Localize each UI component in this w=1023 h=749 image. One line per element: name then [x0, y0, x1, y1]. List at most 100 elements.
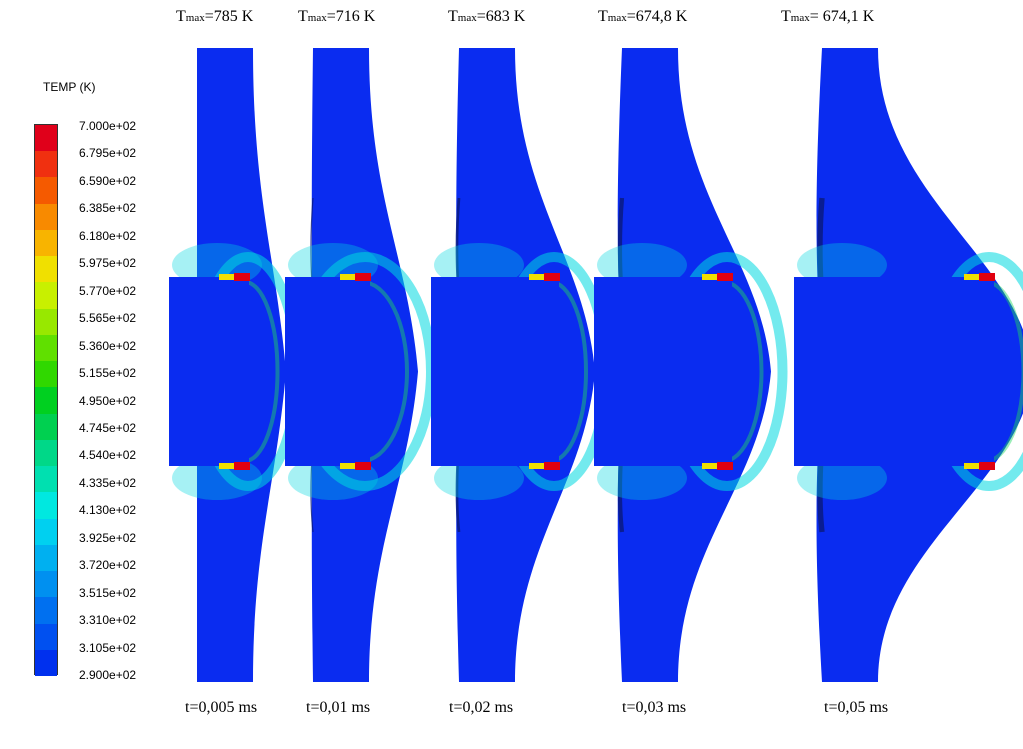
heat-zone: [434, 456, 524, 500]
simulation-panel: [169, 48, 302, 682]
legend-label: 4.130e+02: [79, 503, 137, 518]
tmax-label: Tmax=716 K: [298, 8, 375, 26]
legend-swatch: [35, 282, 57, 310]
legend-swatch: [35, 229, 57, 257]
hot-corner: [544, 273, 560, 281]
legend-label: 5.565e+02: [79, 311, 137, 326]
legend-swatch: [35, 256, 57, 283]
color-legend: [34, 124, 58, 677]
legend-label: 5.975e+02: [79, 256, 137, 271]
legend-label: 6.590e+02: [79, 173, 137, 188]
heat-zone: [597, 456, 687, 500]
hot-corner: [234, 273, 250, 281]
tmax-subscript: max: [457, 12, 477, 24]
legend-title: TEMP (K): [43, 80, 96, 94]
legend-swatch: [35, 571, 57, 598]
legend-swatch: [35, 518, 57, 546]
warm-corner: [219, 463, 234, 469]
legend-swatch: [35, 649, 57, 677]
heat-zone: [597, 243, 687, 287]
legend-label: 6.795e+02: [79, 146, 137, 161]
legend-label: 2.900e+02: [79, 668, 137, 682]
time-label: t=0,02 ms: [449, 699, 514, 716]
warm-corner: [702, 274, 717, 280]
pin-block: [285, 277, 370, 466]
legend-swatch: [35, 439, 57, 467]
hot-corner: [234, 462, 250, 470]
tmax-symbol: T: [176, 8, 186, 25]
tmax-subscript: max: [185, 12, 205, 24]
legend-swatch: [35, 334, 57, 362]
warm-corner: [529, 463, 544, 469]
tmax-subscript: max: [790, 12, 810, 24]
pin-block: [594, 277, 732, 466]
tmax-symbol: T: [781, 8, 791, 25]
tmax-value: =674,8 K: [626, 8, 688, 25]
legend-swatch: [35, 308, 57, 336]
hot-corner: [717, 273, 733, 281]
legend-label: 4.335e+02: [79, 475, 137, 490]
tmax-symbol: T: [448, 8, 458, 25]
pin-block: [431, 277, 559, 466]
legend-label: 5.155e+02: [79, 366, 137, 381]
legend-swatch: [35, 125, 57, 152]
warm-corner: [702, 463, 717, 469]
hot-corner: [979, 462, 995, 470]
tmax-label: Tmax=683 K: [448, 8, 525, 26]
time-label: t=0,005 ms: [185, 699, 258, 716]
hot-corner: [717, 462, 733, 470]
legend-label: 3.310e+02: [79, 613, 137, 628]
heat-zone: [797, 243, 887, 287]
legend-swatch: [35, 361, 57, 388]
simulation-panel: [594, 48, 788, 682]
warm-corner: [529, 274, 544, 280]
simulation-panel: [431, 48, 611, 682]
tmax-label: Tmax= 674,1 K: [781, 8, 874, 26]
legend-swatch: [35, 387, 57, 415]
legend-swatch: [35, 466, 57, 493]
hot-corner: [355, 273, 371, 281]
tmax-subscript: max: [307, 12, 327, 24]
warm-corner: [219, 274, 234, 280]
heat-zone: [434, 243, 524, 287]
legend-label: 4.540e+02: [79, 448, 137, 463]
legend-label: 6.385e+02: [79, 201, 137, 216]
legend-label: 3.720e+02: [79, 558, 137, 573]
warm-corner: [964, 274, 979, 280]
warm-corner: [964, 463, 979, 469]
time-label: t=0,05 ms: [824, 699, 889, 716]
legend-swatch: [35, 151, 57, 178]
legend-label: 3.925e+02: [79, 530, 137, 545]
legend-swatch: [35, 544, 57, 572]
legend-swatch: [35, 413, 57, 441]
time-label: t=0,03 ms: [622, 699, 687, 716]
legend-label: 6.180e+02: [79, 228, 137, 243]
hot-corner: [544, 462, 560, 470]
simulation-panel: [794, 48, 1023, 682]
legend-label: 5.770e+02: [79, 283, 137, 298]
tmax-label: Tmax=785 K: [176, 8, 253, 26]
tmax-value: =683 K: [476, 8, 526, 25]
legend-label: 5.360e+02: [79, 338, 137, 353]
tmax-symbol: T: [298, 8, 308, 25]
legend-label: 4.745e+02: [79, 420, 137, 435]
simulation-panel: [285, 48, 436, 682]
legend-swatch: [35, 492, 57, 520]
legend-swatch: [35, 177, 57, 205]
legend-label: 3.105e+02: [79, 640, 137, 655]
pin-block: [794, 277, 994, 466]
legend-label: 4.950e+02: [79, 393, 137, 408]
legend-label: 3.515e+02: [79, 585, 137, 600]
legend-label: 7.000e+02: [79, 119, 137, 133]
tmax-label: Tmax=674,8 K: [598, 8, 687, 26]
time-label: t=0,01 ms: [306, 699, 371, 716]
tmax-value: = 674,1 K: [809, 8, 875, 25]
pin-block: [169, 277, 249, 466]
legend-swatch: [35, 597, 57, 625]
hot-corner: [979, 273, 995, 281]
tmax-subscript: max: [607, 12, 627, 24]
warm-corner: [340, 463, 355, 469]
heat-zone: [797, 456, 887, 500]
hot-corner: [355, 462, 371, 470]
